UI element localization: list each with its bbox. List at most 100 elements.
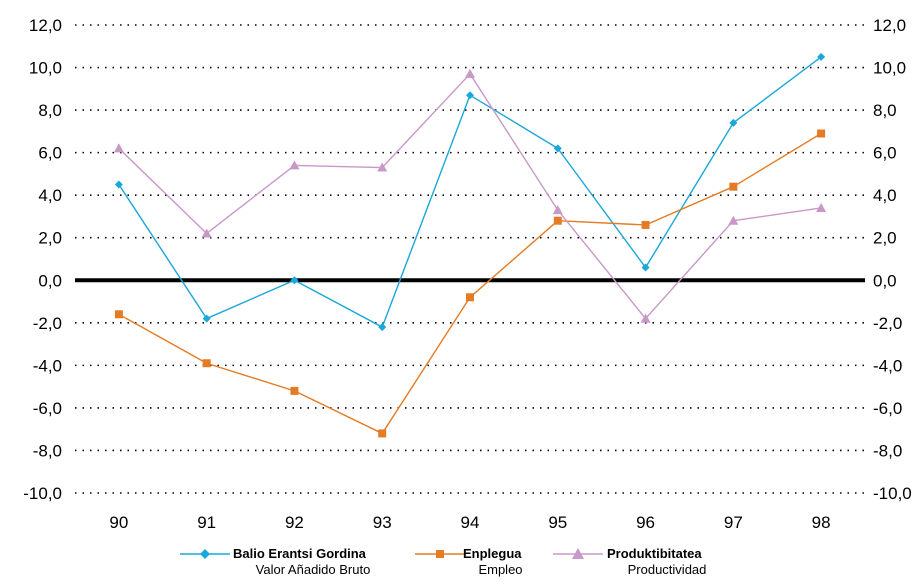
data-point-square — [290, 386, 299, 395]
data-point-diamond — [641, 263, 650, 272]
x-tick-label: 97 — [724, 513, 743, 532]
data-point-diamond — [817, 52, 826, 61]
data-point-triangle — [113, 143, 124, 153]
data-point-diamond — [553, 144, 562, 153]
data-point-diamond — [114, 180, 123, 189]
y-tick-label-right: -8,0 — [873, 441, 902, 460]
y-tick-label-left: 8,0 — [38, 101, 62, 120]
data-point-diamond — [729, 118, 738, 127]
y-tick-label-right: 12,0 — [873, 16, 906, 35]
legend-label: Enplegua — [463, 546, 522, 561]
data-point-square — [114, 310, 123, 319]
x-tick-label: 90 — [109, 513, 128, 532]
x-tick-label: 91 — [197, 513, 216, 532]
y-tick-label-right: -2,0 — [873, 314, 902, 333]
data-point-square — [378, 429, 387, 438]
y-axis-right-ticks: 12,0 10,0 8,0 6,0 4,0 2,0 0,0 -2,0 -4,0 -6,0 -8,0 -… — [873, 16, 912, 503]
data-point-triangle — [640, 313, 651, 323]
x-tick-label: 98 — [812, 513, 831, 532]
series-line-segment — [381, 73, 471, 169]
data-point-square — [553, 216, 562, 225]
data-point-square — [202, 359, 211, 368]
series-line-segment — [557, 220, 646, 226]
series-line-segment — [206, 279, 295, 320]
data-point-triangle — [289, 160, 300, 170]
data-point-triangle — [728, 215, 739, 225]
series-line-segment — [733, 207, 822, 222]
data-point-triangle — [377, 162, 388, 172]
series-line-segment — [118, 313, 208, 364]
data-point-square — [641, 220, 650, 229]
series-2 — [113, 68, 827, 323]
data-point-triangle — [552, 205, 563, 215]
legend-label: Produktibitatea — [607, 546, 702, 561]
data-point-diamond — [290, 276, 299, 285]
y-tick-label-right: 8,0 — [873, 101, 897, 120]
x-tick-label: 96 — [636, 513, 655, 532]
data-point-triangle — [465, 68, 475, 78]
series-line-segment — [381, 94, 471, 328]
series-line-segment — [557, 147, 647, 268]
data-point-diamond — [378, 323, 387, 332]
data-point-triangle — [201, 228, 212, 238]
data-point-triangle — [816, 202, 827, 212]
series-line-segment — [206, 164, 295, 235]
data-point-square — [817, 129, 826, 138]
y-axis-left-ticks: 12,0 10,0 8,0 6,0 4,0 2,0 0,0 -2,0 -4,0 -6,0 -8,0 -… — [23, 16, 62, 503]
series-1 — [114, 129, 826, 438]
y-tick-label-right: 2,0 — [873, 229, 897, 248]
series-line-segment — [469, 220, 559, 298]
y-tick-label-left: 6,0 — [38, 144, 62, 163]
series-line-segment — [294, 279, 383, 328]
y-tick-label-left: 10,0 — [29, 59, 62, 78]
y-tick-label-left: -8,0 — [33, 441, 62, 460]
x-tick-label: 92 — [285, 513, 304, 532]
y-tick-label-right: -4,0 — [873, 356, 902, 375]
y-tick-label-right: 10,0 — [873, 59, 906, 78]
series-line-segment — [645, 186, 734, 226]
series-line-segment — [469, 94, 559, 149]
data-point-diamond — [466, 91, 474, 100]
y-tick-label-left: -6,0 — [33, 399, 62, 418]
y-tick-label-right: -10,0 — [873, 484, 912, 503]
legend-sublabel: Productividad — [627, 562, 707, 577]
y-tick-label-left: 4,0 — [38, 186, 62, 205]
series-line-segment — [732, 56, 822, 124]
y-tick-label-left: 12,0 — [29, 16, 62, 35]
y-tick-label-right: 4,0 — [873, 186, 897, 205]
legend: Balio Erantsi Gordina Valor Añadido Brut… — [0, 546, 921, 586]
y-tick-label-left: -2,0 — [33, 314, 62, 333]
series-line-segment — [557, 209, 647, 320]
series-line-segment — [294, 390, 383, 435]
series-group — [113, 52, 827, 438]
legend-label: Balio Erantsi Gordina — [233, 546, 366, 561]
legend-sublabel: Valor Añadido Bruto — [255, 562, 371, 577]
data-point-square — [466, 293, 474, 302]
x-axis-ticks: 90 91 92 93 94 95 96 97 98 — [109, 513, 830, 532]
y-tick-label-right: 0,0 — [873, 271, 897, 290]
series-line-segment — [118, 184, 208, 319]
series-line-segment — [644, 122, 734, 268]
series-line-segment — [645, 220, 734, 320]
y-tick-label-left: -10,0 — [23, 484, 62, 503]
y-tick-label-right: 6,0 — [873, 144, 897, 163]
legend-sublabel: Empleo — [478, 562, 523, 577]
legend-swatch-triangle-icon — [553, 548, 603, 559]
x-tick-label: 93 — [373, 513, 392, 532]
series-line-segment — [732, 132, 822, 188]
series-line-segment — [118, 147, 208, 234]
y-tick-label-left: -4,0 — [33, 356, 62, 375]
series-line-segment — [469, 73, 559, 211]
data-point-square — [729, 182, 738, 191]
y-tick-label-left: 0,0 — [38, 271, 62, 290]
y-tick-label-left: 2,0 — [38, 229, 62, 248]
legend-swatch-diamond-icon — [180, 549, 230, 559]
y-tick-label-right: -6,0 — [873, 399, 902, 418]
x-tick-label: 94 — [461, 513, 480, 532]
x-tick-label: 95 — [548, 513, 567, 532]
series-line-segment — [206, 362, 295, 392]
series-0 — [114, 52, 826, 332]
series-line-segment — [381, 296, 471, 434]
data-point-diamond — [202, 314, 211, 323]
